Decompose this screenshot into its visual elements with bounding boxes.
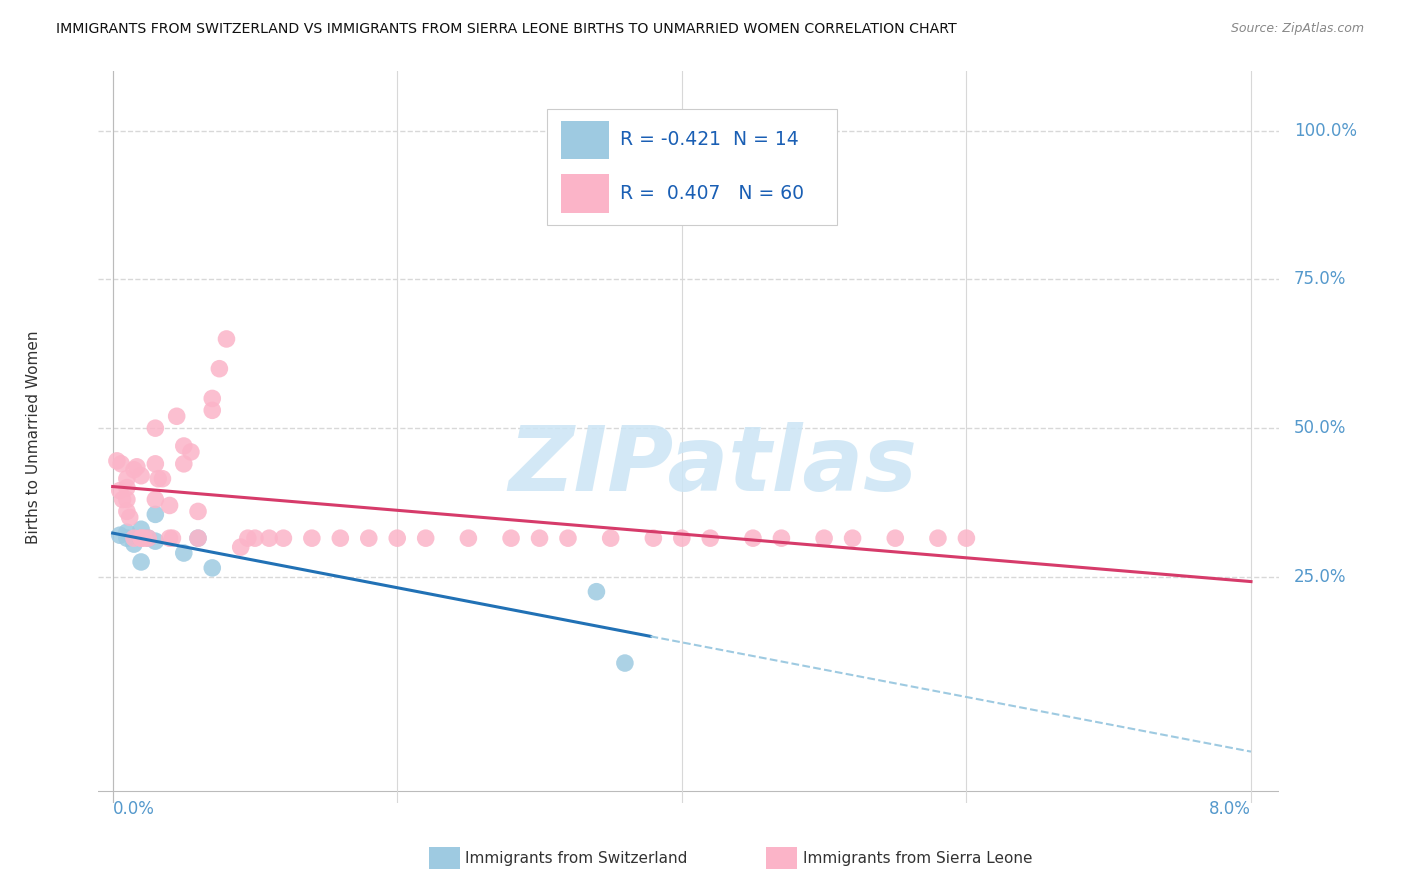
Text: Births to Unmarried Women: Births to Unmarried Women [25, 330, 41, 544]
Point [329, 531, 352, 545]
Text: IMMIGRANTS FROM SWITZERLAND VS IMMIGRANTS FROM SIERRA LEONE BIRTHS TO UNMARRIED : IMMIGRANTS FROM SWITZERLAND VS IMMIGRANT… [56, 22, 957, 37]
Point [671, 531, 693, 545]
Point [229, 540, 252, 554]
Point [457, 531, 479, 545]
FancyBboxPatch shape [547, 110, 837, 225]
Point [770, 531, 793, 545]
Point [841, 531, 863, 545]
Point [143, 421, 166, 435]
Text: R =  0.407   N = 60: R = 0.407 N = 60 [620, 184, 804, 203]
Point [129, 468, 152, 483]
Point [699, 531, 721, 545]
Point [162, 531, 184, 545]
Text: Immigrants from Switzerland: Immigrants from Switzerland [465, 851, 688, 865]
Point [187, 504, 209, 518]
Point [129, 531, 152, 545]
Point [955, 531, 977, 545]
Point [201, 392, 224, 406]
Point [115, 504, 138, 518]
Point [115, 492, 138, 507]
Point [529, 531, 551, 545]
Point [301, 531, 323, 545]
Point [111, 492, 134, 507]
Point [122, 463, 145, 477]
Point [243, 531, 266, 545]
Point [143, 508, 166, 522]
Bar [561, 121, 609, 159]
Point [129, 522, 152, 536]
Point [236, 531, 259, 545]
Point [115, 531, 138, 545]
Point [152, 472, 174, 486]
Text: R = -0.421  N = 14: R = -0.421 N = 14 [620, 130, 799, 149]
Point [108, 528, 131, 542]
Point [499, 531, 522, 545]
Point [136, 531, 159, 545]
Point [125, 459, 148, 474]
Text: 25.0%: 25.0% [1294, 568, 1346, 586]
Point [742, 531, 765, 545]
Point [132, 531, 155, 545]
Point [187, 531, 209, 545]
Point [557, 531, 579, 545]
Point [143, 457, 166, 471]
Point [357, 531, 380, 545]
Point [105, 454, 128, 468]
Point [387, 531, 409, 545]
Text: 75.0%: 75.0% [1294, 270, 1346, 288]
Text: 50.0%: 50.0% [1294, 419, 1346, 437]
Point [585, 584, 607, 599]
Point [129, 531, 152, 545]
Point [166, 409, 188, 424]
Point [180, 445, 202, 459]
Point [173, 546, 195, 560]
Point [173, 457, 195, 471]
Bar [561, 175, 609, 212]
Point [108, 483, 131, 498]
Text: Immigrants from Sierra Leone: Immigrants from Sierra Leone [803, 851, 1032, 865]
Text: 100.0%: 100.0% [1294, 122, 1357, 140]
Point [201, 561, 224, 575]
Point [136, 531, 159, 545]
Text: ZIPatlas: ZIPatlas [508, 422, 917, 510]
Point [927, 531, 949, 545]
Point [148, 472, 170, 486]
Point [613, 656, 636, 670]
Text: Source: ZipAtlas.com: Source: ZipAtlas.com [1230, 22, 1364, 36]
Text: 0.0%: 0.0% [112, 800, 155, 818]
Point [110, 457, 132, 471]
Point [115, 481, 138, 495]
Point [215, 332, 238, 346]
Point [187, 531, 209, 545]
Point [115, 472, 138, 486]
Point [122, 531, 145, 545]
Point [884, 531, 907, 545]
Point [257, 531, 280, 545]
Point [122, 537, 145, 551]
Point [201, 403, 224, 417]
Point [273, 531, 295, 545]
Point [208, 361, 231, 376]
Point [143, 534, 166, 549]
Point [643, 531, 665, 545]
Point [118, 510, 141, 524]
Point [173, 439, 195, 453]
Point [159, 499, 181, 513]
Point [159, 531, 181, 545]
Point [813, 531, 835, 545]
Text: 8.0%: 8.0% [1209, 800, 1251, 818]
Point [143, 492, 166, 507]
Point [415, 531, 437, 545]
Point [599, 531, 621, 545]
Point [115, 525, 138, 540]
Point [129, 555, 152, 569]
